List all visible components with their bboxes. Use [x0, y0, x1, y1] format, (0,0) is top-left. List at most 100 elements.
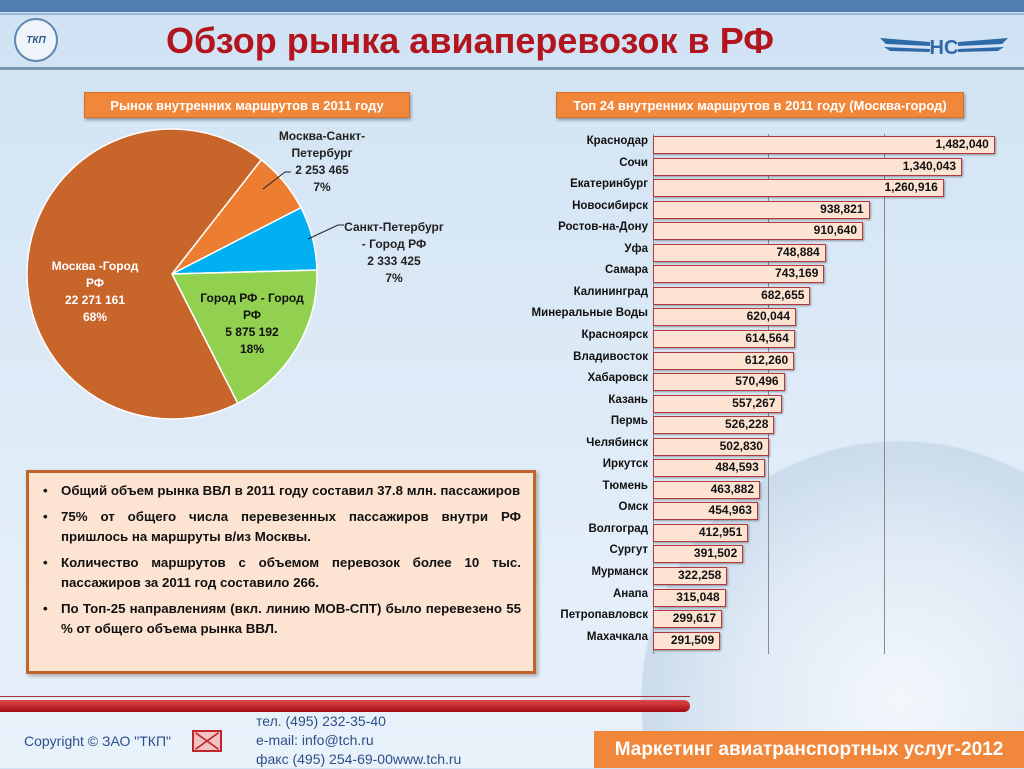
bar: 322,258: [653, 567, 728, 585]
pie-label-msk-rf: Москва -Город РФ 22 271 161 68%: [40, 258, 150, 326]
bar-chart: Краснодар 1,482,040 Сочи 1,340,043 Екатеринб…: [530, 130, 1010, 660]
bar-row: Уфа 748,884: [530, 242, 1010, 263]
pie-svg: [26, 128, 344, 420]
bar: 1,340,043: [653, 157, 963, 176]
category-label: Самара: [604, 264, 648, 277]
label-value: 2 253 465: [295, 163, 349, 177]
category-label: Махачкала: [586, 630, 648, 643]
email-link[interactable]: e-mail: info@tch.ru: [256, 732, 374, 748]
bar-row: Челябинск 502,830: [530, 436, 1010, 457]
label-value: 22 271 161: [64, 293, 126, 307]
bar: 748,884: [653, 243, 826, 262]
y-axis: [653, 134, 654, 654]
bar: 743,169: [653, 265, 825, 284]
logo-text: ТКП: [26, 34, 46, 46]
footer-divider: [0, 696, 690, 697]
gridline: [768, 134, 770, 654]
summary-notes: Общий объем рынка ВВЛ в 2011 году состав…: [26, 470, 536, 674]
bar-row: Тюмень 463,882: [530, 479, 1010, 500]
mail-icon[interactable]: [192, 730, 222, 752]
bar-row: Мурманск 322,258: [530, 565, 1010, 586]
category-label: Петропавловск: [560, 609, 648, 622]
top-band: [0, 0, 1024, 12]
bar: 315,048: [653, 588, 726, 607]
category-label: Тюмень: [602, 479, 648, 492]
bar: 682,655: [653, 286, 811, 305]
category-label: Пермь: [610, 415, 648, 428]
page-title: Обзор рынка авиаперевозок в РФ: [166, 20, 774, 61]
pie-slice: [170, 269, 318, 405]
label-name: Москва-Санкт-: [278, 129, 366, 143]
bar: 412,951: [653, 523, 749, 542]
bar-row: Пермь 526,228: [530, 414, 1010, 435]
bar-row: Красноярск 614,564: [530, 328, 1010, 349]
leader-line: [262, 171, 291, 190]
leader-line: [307, 224, 344, 240]
label-value: 5 875 192: [225, 325, 279, 339]
bar-row: Петропавловск 299,617: [530, 608, 1010, 629]
label-name: Санкт-Петербург: [344, 220, 444, 234]
bar-row: Анапа 315,048: [530, 587, 1010, 608]
bar-row: Ростов-на-Дону 910,640: [530, 220, 1010, 241]
label-name: РФ: [85, 276, 105, 290]
category-label: Анапа: [613, 587, 648, 600]
category-label: Иркутск: [602, 458, 648, 471]
bar: 1,482,040: [653, 136, 995, 154]
label-name: - Город РФ: [361, 237, 427, 251]
category-label: Владивосток: [573, 350, 648, 363]
header-divider: [0, 67, 1024, 70]
bar-row: Калининград 682,655: [530, 285, 1010, 306]
fax-website[interactable]: факс (495) 254-69-00www.tch.ru: [256, 751, 462, 767]
bar: 570,496: [653, 373, 785, 392]
bar: 612,260: [653, 351, 795, 370]
tkp-logo: ТКП: [14, 18, 58, 62]
label-value: 2 333 425: [367, 254, 421, 268]
category-label: Казань: [608, 393, 648, 406]
category-label: Ростов-на-Дону: [558, 221, 648, 234]
category-label: Уфа: [624, 242, 648, 255]
bar: 502,830: [653, 437, 769, 456]
note-item: По Топ-25 направлениям (вкл. линию МОВ-С…: [41, 599, 521, 639]
label-pct: 68%: [82, 310, 108, 324]
bar-row: Сургут 391,502: [530, 543, 1010, 564]
pie-slice: [26, 128, 263, 420]
bar-chart-header: Топ 24 внутренних маршрутов в 2011 году …: [556, 92, 964, 118]
category-label: Екатеринбург: [570, 178, 648, 191]
category-label: Калининград: [573, 285, 648, 298]
bar-row: Омск 454,963: [530, 500, 1010, 521]
pie-label-msk-spb: Москва-Санкт- Петербург 2 253 465 7%: [268, 128, 376, 196]
category-label: Сочи: [619, 156, 648, 169]
category-label: Волгоград: [588, 522, 648, 535]
category-label: Мурманск: [591, 566, 648, 578]
bar: 454,963: [653, 502, 758, 521]
label-name: Москва -Город: [51, 259, 139, 273]
bar-row: Иркутск 484,593: [530, 457, 1010, 478]
bar-row: Махачкала 291,509: [530, 630, 1010, 651]
bar-row: Екатеринбург 1,260,916: [530, 177, 1010, 198]
category-label: Новосибирск: [572, 199, 648, 212]
bar-row: Минеральные Воды 620,044: [530, 306, 1010, 327]
footer-red-bar: [0, 700, 690, 712]
bar-row: Казань 557,267: [530, 393, 1010, 414]
bar: 1,260,916: [653, 179, 944, 198]
phone: тел. (495) 232-35-40: [256, 713, 386, 729]
bar: 391,502: [653, 545, 744, 564]
bar-row: Самара 743,169: [530, 263, 1010, 284]
top-divider: [0, 13, 1024, 15]
bar-row: Сочи 1,340,043: [530, 156, 1010, 177]
copyright: Copyright © ЗАО "ТКП": [24, 733, 171, 749]
contacts: тел. (495) 232-35-40 e-mail: info@tch.ru…: [256, 712, 461, 769]
bar: 526,228: [653, 416, 775, 435]
category-label: Челябинск: [586, 436, 648, 449]
bar: 614,564: [653, 329, 795, 348]
category-label: Краснодар: [586, 135, 648, 147]
bar: 910,640: [653, 222, 864, 241]
pie-label-spb-rf: Санкт-Петербург - Город РФ 2 333 425 7%: [338, 219, 450, 287]
category-label: Хабаровск: [587, 372, 648, 385]
bar: 463,882: [653, 480, 760, 499]
category-label: Омск: [618, 501, 648, 514]
note-item: Общий объем рынка ВВЛ в 2011 году состав…: [41, 481, 521, 501]
label-name: Город РФ - Город: [200, 291, 304, 305]
bar: 291,509: [653, 631, 721, 650]
bar-row: Волгоград 412,951: [530, 522, 1010, 543]
